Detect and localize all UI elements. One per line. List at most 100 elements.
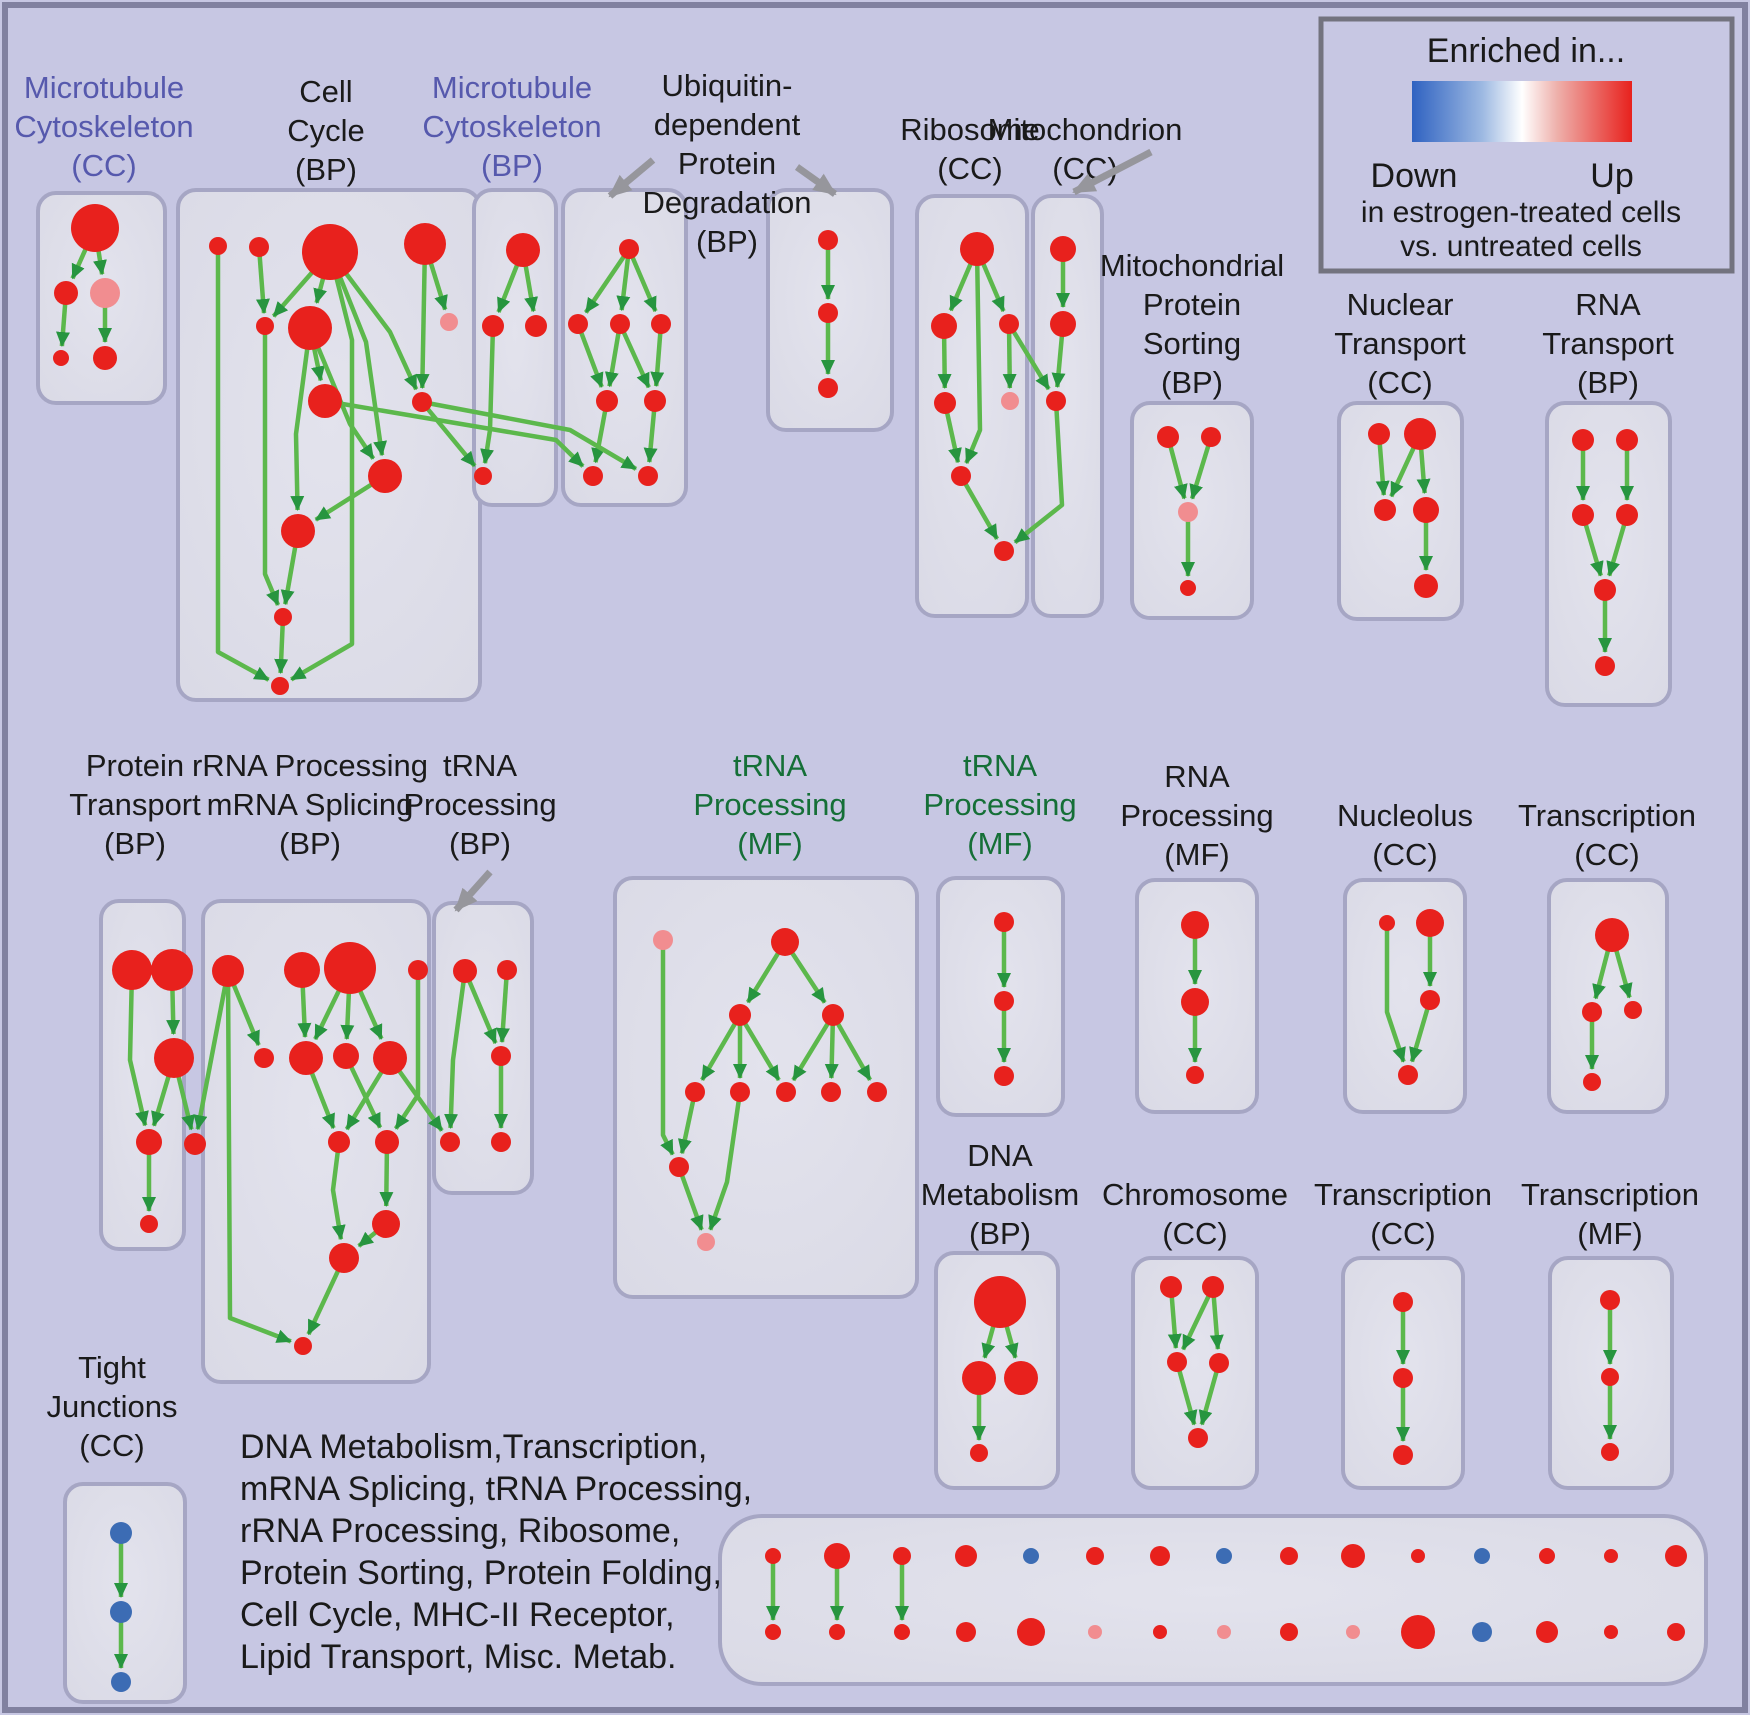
- legend-subtitle-line2: vs. untreated cells: [1400, 230, 1642, 263]
- node-t2: [497, 960, 517, 980]
- node-mt1: [1050, 236, 1076, 262]
- node-tc1: [1595, 918, 1629, 952]
- node-tm2: [1601, 1368, 1619, 1386]
- node-bmT14: [1604, 1549, 1618, 1563]
- node-rt2: [1616, 429, 1638, 451]
- node-q7: [333, 1043, 359, 1069]
- node-rt5: [1594, 579, 1616, 601]
- protein-transport-label: Protein Transport (BP): [69, 748, 201, 861]
- node-mt2: [1050, 311, 1076, 337]
- misc-group-annotation-line-3: rRNA Processing, Ribosome,: [240, 1512, 680, 1550]
- node-s4: [1180, 580, 1196, 596]
- node-g1: [653, 930, 673, 950]
- microtubule-cytoskeleton-cc-label: Microtubule Cytoskeleton (CC): [14, 70, 193, 183]
- tight-junctions-box: [63, 1482, 187, 1704]
- node-cc2: [249, 237, 269, 257]
- node-v2: [994, 991, 1014, 1011]
- node-nt5: [1414, 574, 1438, 598]
- node-q13: [294, 1337, 312, 1355]
- edge-r3-mt3: [1007, 322, 1051, 391]
- node-mcc1: [71, 204, 119, 252]
- node-t3: [491, 1046, 511, 1066]
- misc-group-annotation-line-4: Protein Sorting, Protein Folding,: [240, 1554, 722, 1592]
- edge-g6-g11: [708, 1091, 743, 1231]
- node-nu1: [1379, 915, 1395, 931]
- node-mcc3: [90, 278, 120, 308]
- edge-cc4-cc9: [415, 243, 430, 390]
- node-r7: [951, 466, 971, 486]
- node-v3: [994, 1066, 1014, 1086]
- node-cc1: [209, 237, 227, 255]
- edge-cc5-cc12: [262, 326, 281, 606]
- misc-group-box: [718, 1514, 1708, 1686]
- node-r4: [934, 392, 956, 414]
- node-cc9: [412, 392, 432, 412]
- node-q9: [328, 1131, 350, 1153]
- node-tj3: [111, 1672, 131, 1692]
- node-bmT15: [1665, 1545, 1687, 1567]
- node-bmB3: [894, 1624, 910, 1640]
- node-q10: [375, 1130, 399, 1154]
- node-ua1: [619, 239, 639, 259]
- node-p3: [154, 1038, 194, 1078]
- node-ua2: [568, 314, 588, 334]
- node-bmB2: [829, 1624, 845, 1640]
- node-bmT12: [1474, 1548, 1490, 1564]
- node-tc4: [1583, 1073, 1601, 1091]
- node-ua5: [596, 390, 618, 412]
- edge-cc1-cc13: [215, 246, 270, 682]
- node-p2: [151, 949, 193, 991]
- node-bmT7: [1150, 1546, 1170, 1566]
- node-s3: [1178, 502, 1198, 522]
- node-r8: [994, 541, 1014, 561]
- trna-processing-bp-label: tRNA Processing (BP): [403, 748, 556, 861]
- node-g2: [771, 928, 799, 956]
- edge-ua2-ua5: [575, 323, 604, 388]
- node-t4: [440, 1132, 460, 1152]
- node-p4: [136, 1129, 162, 1155]
- node-cc7: [440, 313, 458, 331]
- legend-box: [1318, 16, 1735, 274]
- node-ch4: [1209, 1353, 1229, 1373]
- transcription-cc-mid-box: [1547, 878, 1669, 1114]
- ubiquitin-dependent-protein-degradation-box-1: [561, 188, 688, 507]
- node-tc3: [1624, 1001, 1642, 1019]
- edge-ch4-ch5: [1198, 1362, 1222, 1426]
- edge-ch3-ch5: [1174, 1361, 1198, 1426]
- node-mb4: [474, 467, 492, 485]
- node-cc11: [281, 514, 315, 548]
- nuclear-transport-box: [1337, 401, 1464, 621]
- edge-cc9-ua8: [421, 399, 638, 471]
- node-nu4: [1398, 1065, 1418, 1085]
- legend-up-label: Up: [1590, 157, 1633, 195]
- rna-transport-box: [1545, 401, 1672, 707]
- node-q11: [372, 1210, 400, 1238]
- misc-group-annotation-line-1: DNA Metabolism,Transcription,: [240, 1428, 707, 1466]
- node-t5: [491, 1132, 511, 1152]
- node-tj2: [110, 1601, 132, 1623]
- edge-mt3-r8: [1013, 400, 1065, 545]
- edge-cc2-cc5: [255, 246, 270, 315]
- mitochondrial-protein-sorting-label: Mitochondrial Protein Sorting (BP): [1100, 248, 1284, 400]
- node-tj1: [110, 1522, 132, 1544]
- node-cc4: [404, 223, 446, 265]
- edge-cc3-cc9: [328, 250, 419, 391]
- node-v1: [994, 912, 1014, 932]
- rna-processing-mf-label: RNA Processing (MF): [1120, 759, 1273, 872]
- node-rt1: [1572, 429, 1594, 451]
- node-ch1: [1160, 1276, 1182, 1298]
- cell-cycle-label: Cell Cycle (BP): [287, 74, 365, 187]
- node-tb2: [1393, 1368, 1413, 1388]
- dna-metabolism-box: [934, 1251, 1060, 1490]
- node-z1: [974, 1276, 1026, 1328]
- edge-cc3-cc10: [327, 251, 388, 457]
- node-bmB6: [1088, 1625, 1102, 1639]
- transcription-cc-mid-label: Transcription (CC): [1518, 798, 1696, 872]
- node-g7: [776, 1082, 796, 1102]
- node-q3: [324, 942, 376, 994]
- nucleolus-label: Nucleolus (CC): [1337, 798, 1473, 872]
- edge-g10-g11: [676, 1166, 704, 1231]
- legend-down-label: Down: [1371, 157, 1458, 195]
- node-q6: [289, 1041, 323, 1075]
